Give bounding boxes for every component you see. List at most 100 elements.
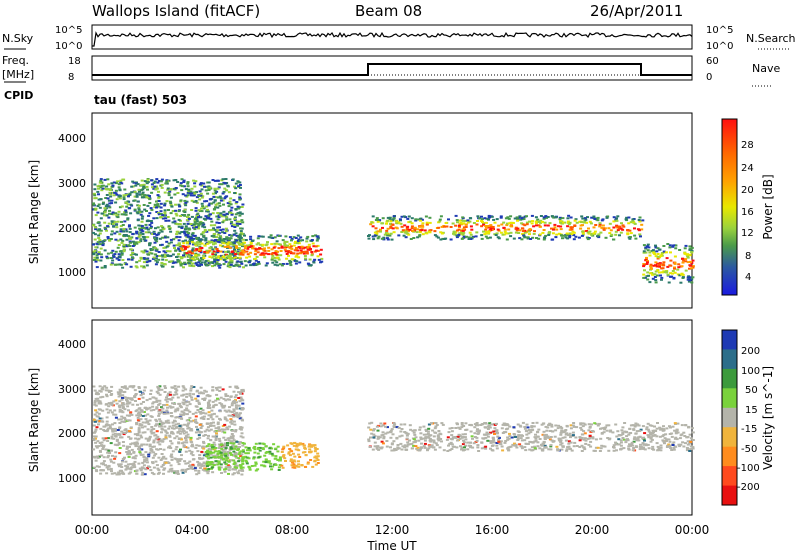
velocity-cell <box>648 424 652 427</box>
power-cell <box>497 224 501 227</box>
power-cell <box>296 242 300 245</box>
velocity-cell <box>460 448 463 451</box>
power-cell <box>295 254 299 257</box>
velocity-cell <box>206 437 210 440</box>
velocity-cell <box>288 448 292 450</box>
velocity-cell <box>178 405 182 407</box>
velocity-cell <box>188 460 192 463</box>
power-cell <box>211 251 215 254</box>
power-cell <box>213 247 217 250</box>
velocity-cell <box>310 444 314 447</box>
velocity-cell <box>308 448 312 451</box>
power-cell <box>195 236 199 239</box>
power-cell <box>109 257 113 259</box>
power-cell <box>181 249 185 252</box>
velocity-cell <box>126 453 130 456</box>
power-cell <box>227 191 231 194</box>
power-cell <box>116 239 120 242</box>
velocity-cell <box>154 418 158 421</box>
power-cell <box>203 200 207 203</box>
power-cell <box>383 233 387 236</box>
power-cell <box>193 249 197 252</box>
velocity-cell <box>516 435 520 438</box>
velocity-cell <box>141 471 145 474</box>
power-cell <box>273 251 277 254</box>
velocity-cell <box>145 459 149 462</box>
power-cell <box>218 226 221 229</box>
velocity-cell <box>108 425 112 428</box>
power-cell <box>173 247 176 249</box>
velocity-cell <box>535 421 539 424</box>
velocity-cell <box>182 441 186 444</box>
power-cell <box>639 235 642 238</box>
power-cell <box>249 242 253 245</box>
power-cell <box>229 237 233 240</box>
velocity-cell <box>211 406 215 409</box>
velocity-cell <box>217 443 221 446</box>
power-cell <box>690 267 694 270</box>
power-cell <box>127 235 131 238</box>
power-cell <box>135 192 139 195</box>
velocity-cell <box>197 444 201 447</box>
velocity-cell <box>226 466 230 469</box>
power-cell <box>489 224 493 227</box>
power-cell <box>651 277 655 280</box>
power-cell <box>163 212 167 215</box>
velocity-cell <box>178 425 182 427</box>
velocity-cell <box>126 446 129 449</box>
power-cell <box>112 255 116 258</box>
velocity-cell <box>408 439 411 442</box>
velocity-cell <box>181 468 185 471</box>
velocity-cell <box>222 457 226 460</box>
velocity-cell <box>93 401 97 404</box>
power-cell <box>216 196 220 199</box>
velocity-cell <box>293 464 296 467</box>
power-cell <box>628 236 632 238</box>
velocity-cell <box>189 429 193 432</box>
velocity-cell <box>297 465 301 468</box>
power-cell <box>514 227 518 230</box>
velocity-cell <box>560 442 564 445</box>
power-cell <box>588 220 592 223</box>
power-cell <box>97 252 101 255</box>
power-cell <box>222 213 226 216</box>
power-cell <box>296 234 300 237</box>
power-cell <box>288 262 292 265</box>
power-cell <box>114 238 118 241</box>
power-cell <box>669 272 673 275</box>
velocity-cell <box>160 427 164 430</box>
power-cell <box>273 263 277 266</box>
velocity-cell <box>565 448 569 451</box>
power-cell <box>117 210 121 213</box>
power-cell <box>184 225 188 228</box>
velocity-cell <box>428 445 432 448</box>
power-cell <box>587 232 591 235</box>
power-cell <box>371 225 375 228</box>
velocity-cell <box>139 394 143 397</box>
power-cell <box>656 257 660 260</box>
velocity-cell <box>227 414 231 417</box>
power-cell <box>153 237 157 240</box>
power-cell <box>163 214 166 217</box>
velocity-cell <box>313 450 317 453</box>
power-cell <box>538 233 542 236</box>
power-cell <box>96 190 100 193</box>
power-cell <box>198 243 202 246</box>
velocity-cell <box>628 427 632 430</box>
power-cell <box>260 252 264 255</box>
velocity-cell <box>664 433 668 436</box>
velocity-cell <box>177 442 181 445</box>
power-cell <box>221 221 225 224</box>
velocity-cell <box>123 416 127 419</box>
velocity-cell <box>108 452 112 454</box>
power-cell <box>110 233 114 236</box>
power-cell <box>539 219 543 222</box>
velocity-cell <box>228 425 231 428</box>
velocity-cell <box>237 391 241 394</box>
power-cell <box>146 204 150 207</box>
power-cell <box>178 205 182 208</box>
velocity-cell <box>185 413 189 416</box>
power-cell <box>306 262 310 265</box>
velocity-cell <box>212 435 216 438</box>
velocity-cell <box>574 436 578 439</box>
